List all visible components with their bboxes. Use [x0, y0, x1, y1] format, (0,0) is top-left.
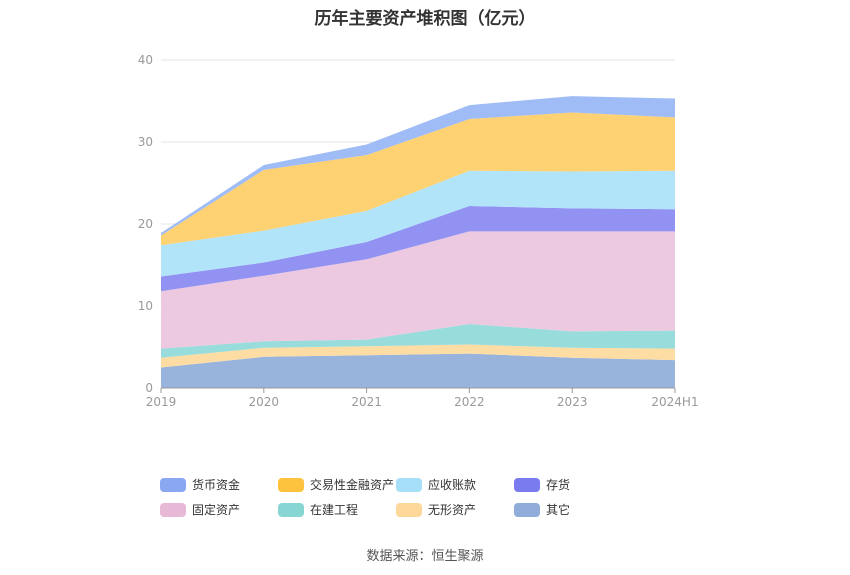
legend-swatch — [278, 502, 304, 517]
x-tick-label: 2020 — [249, 395, 280, 409]
area-series-在建工程 — [161, 324, 675, 358]
legend-swatch — [160, 502, 186, 517]
legend-swatch — [278, 477, 304, 492]
legend-label: 其它 — [546, 503, 571, 517]
legend-item-其它[interactable]: 其它 — [514, 497, 632, 522]
legend-item-交易性金融资产[interactable]: 交易性金融资产 — [278, 472, 396, 497]
y-tick-label: 10 — [138, 299, 153, 313]
legend-swatch — [396, 502, 422, 517]
legend-swatch — [396, 477, 422, 492]
chart-title: 历年主要资产堆积图（亿元） — [314, 9, 536, 29]
legend-label: 固定资产 — [192, 503, 241, 517]
x-tick-label: 2022 — [454, 395, 485, 409]
y-tick-label: 40 — [138, 53, 153, 67]
x-tick-label: 2021 — [351, 395, 382, 409]
legend: 货币资金 交易性金融资产 应收账款 存货固定资产 在建工程 无形资产 其它 — [160, 472, 720, 522]
area-layers — [161, 96, 675, 388]
legend-item-固定资产[interactable]: 固定资产 — [160, 497, 278, 522]
y-tick-label: 0 — [145, 381, 153, 395]
area-series-存货 — [161, 206, 675, 292]
y-tick-label: 30 — [138, 135, 153, 149]
stacked-area-chart: 0 10 20 30 40 2019 2020 2021 2022 2023 2024H1 — [138, 53, 699, 409]
area-series-无形资产 — [161, 344, 675, 368]
legend-swatch — [514, 502, 540, 517]
legend-item-无形资产[interactable]: 无形资产 — [396, 497, 514, 522]
legend-label: 货币资金 — [192, 478, 241, 492]
x-tick-label: 2023 — [557, 395, 588, 409]
legend-item-存货[interactable]: 存货 — [514, 472, 632, 497]
x-tick-label: 2024H1 — [651, 395, 698, 409]
legend-label: 应收账款 — [428, 478, 477, 492]
area-series-其它 — [161, 353, 675, 388]
legend-label: 无形资产 — [428, 503, 477, 517]
legend-label: 交易性金融资产 — [310, 478, 395, 492]
legend-label: 在建工程 — [310, 503, 359, 517]
legend-item-应收账款[interactable]: 应收账款 — [396, 472, 514, 497]
legend-swatch — [514, 477, 540, 492]
area-series-货币资金 — [161, 96, 675, 236]
x-tick-label: 2019 — [146, 395, 177, 409]
legend-swatch — [160, 477, 186, 492]
legend-item-在建工程[interactable]: 在建工程 — [278, 497, 396, 522]
y-tick-label: 20 — [138, 217, 153, 231]
data-source-note: 数据来源：恒生聚源 — [366, 549, 484, 564]
area-series-应收账款 — [161, 170, 675, 277]
area-series-固定资产 — [161, 231, 675, 349]
legend-label: 存货 — [546, 478, 571, 492]
legend-item-货币资金[interactable]: 货币资金 — [160, 472, 278, 497]
area-series-交易性金融资产 — [161, 112, 675, 246]
axes: 2019 2020 2021 2022 2023 2024H1 — [146, 387, 699, 409]
